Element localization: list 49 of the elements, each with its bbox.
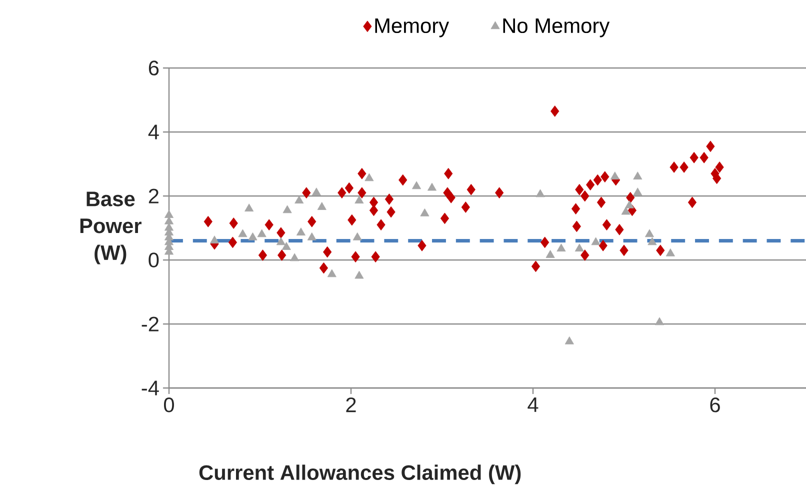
point: [354, 196, 364, 204]
point: [666, 248, 675, 256]
point: [536, 189, 545, 198]
legend-label: No Memory: [503, 18, 610, 38]
x-tick-label: 0: [164, 397, 174, 412]
point: [591, 237, 600, 246]
point: [296, 228, 306, 236]
x-tick-label: 6: [710, 397, 720, 412]
y-tick-label: -2: [142, 316, 158, 332]
point: [248, 232, 258, 240]
point: [633, 188, 642, 196]
point: [648, 237, 657, 246]
point: [244, 204, 254, 212]
point: [364, 173, 374, 182]
legend-label: Memory: [375, 18, 450, 38]
point: [238, 229, 248, 238]
point: [312, 188, 321, 196]
point: [317, 202, 326, 210]
point: [412, 181, 422, 190]
y-tick-label: 2: [148, 188, 158, 204]
x-tick-label: 4: [528, 398, 538, 412]
point: [354, 270, 364, 279]
point: [564, 336, 574, 344]
y-tick-label: -4: [142, 380, 159, 396]
point: [352, 232, 362, 240]
point: [574, 244, 584, 252]
point: [290, 253, 300, 262]
point: [654, 317, 664, 326]
y-axis-title: Base Power (W): [80, 192, 142, 264]
point: [257, 229, 266, 238]
point: [282, 242, 291, 250]
point: [556, 244, 566, 252]
y-tick-label: 0: [148, 252, 159, 268]
point: [546, 250, 555, 258]
point: [644, 229, 654, 238]
point: [282, 205, 292, 214]
point: [276, 237, 286, 246]
point: [294, 196, 304, 204]
y-tick-label: 6: [148, 60, 159, 76]
point: [307, 232, 316, 240]
x-tick-label: 2: [346, 397, 356, 412]
point: [327, 269, 336, 278]
point: [420, 208, 430, 216]
y-tick-label: 4: [148, 124, 159, 140]
point: [164, 216, 174, 224]
point: [164, 210, 174, 218]
x-axis-title: Current Allowances Claimed (W): [199, 464, 521, 484]
point: [633, 172, 642, 180]
point: [427, 182, 437, 191]
